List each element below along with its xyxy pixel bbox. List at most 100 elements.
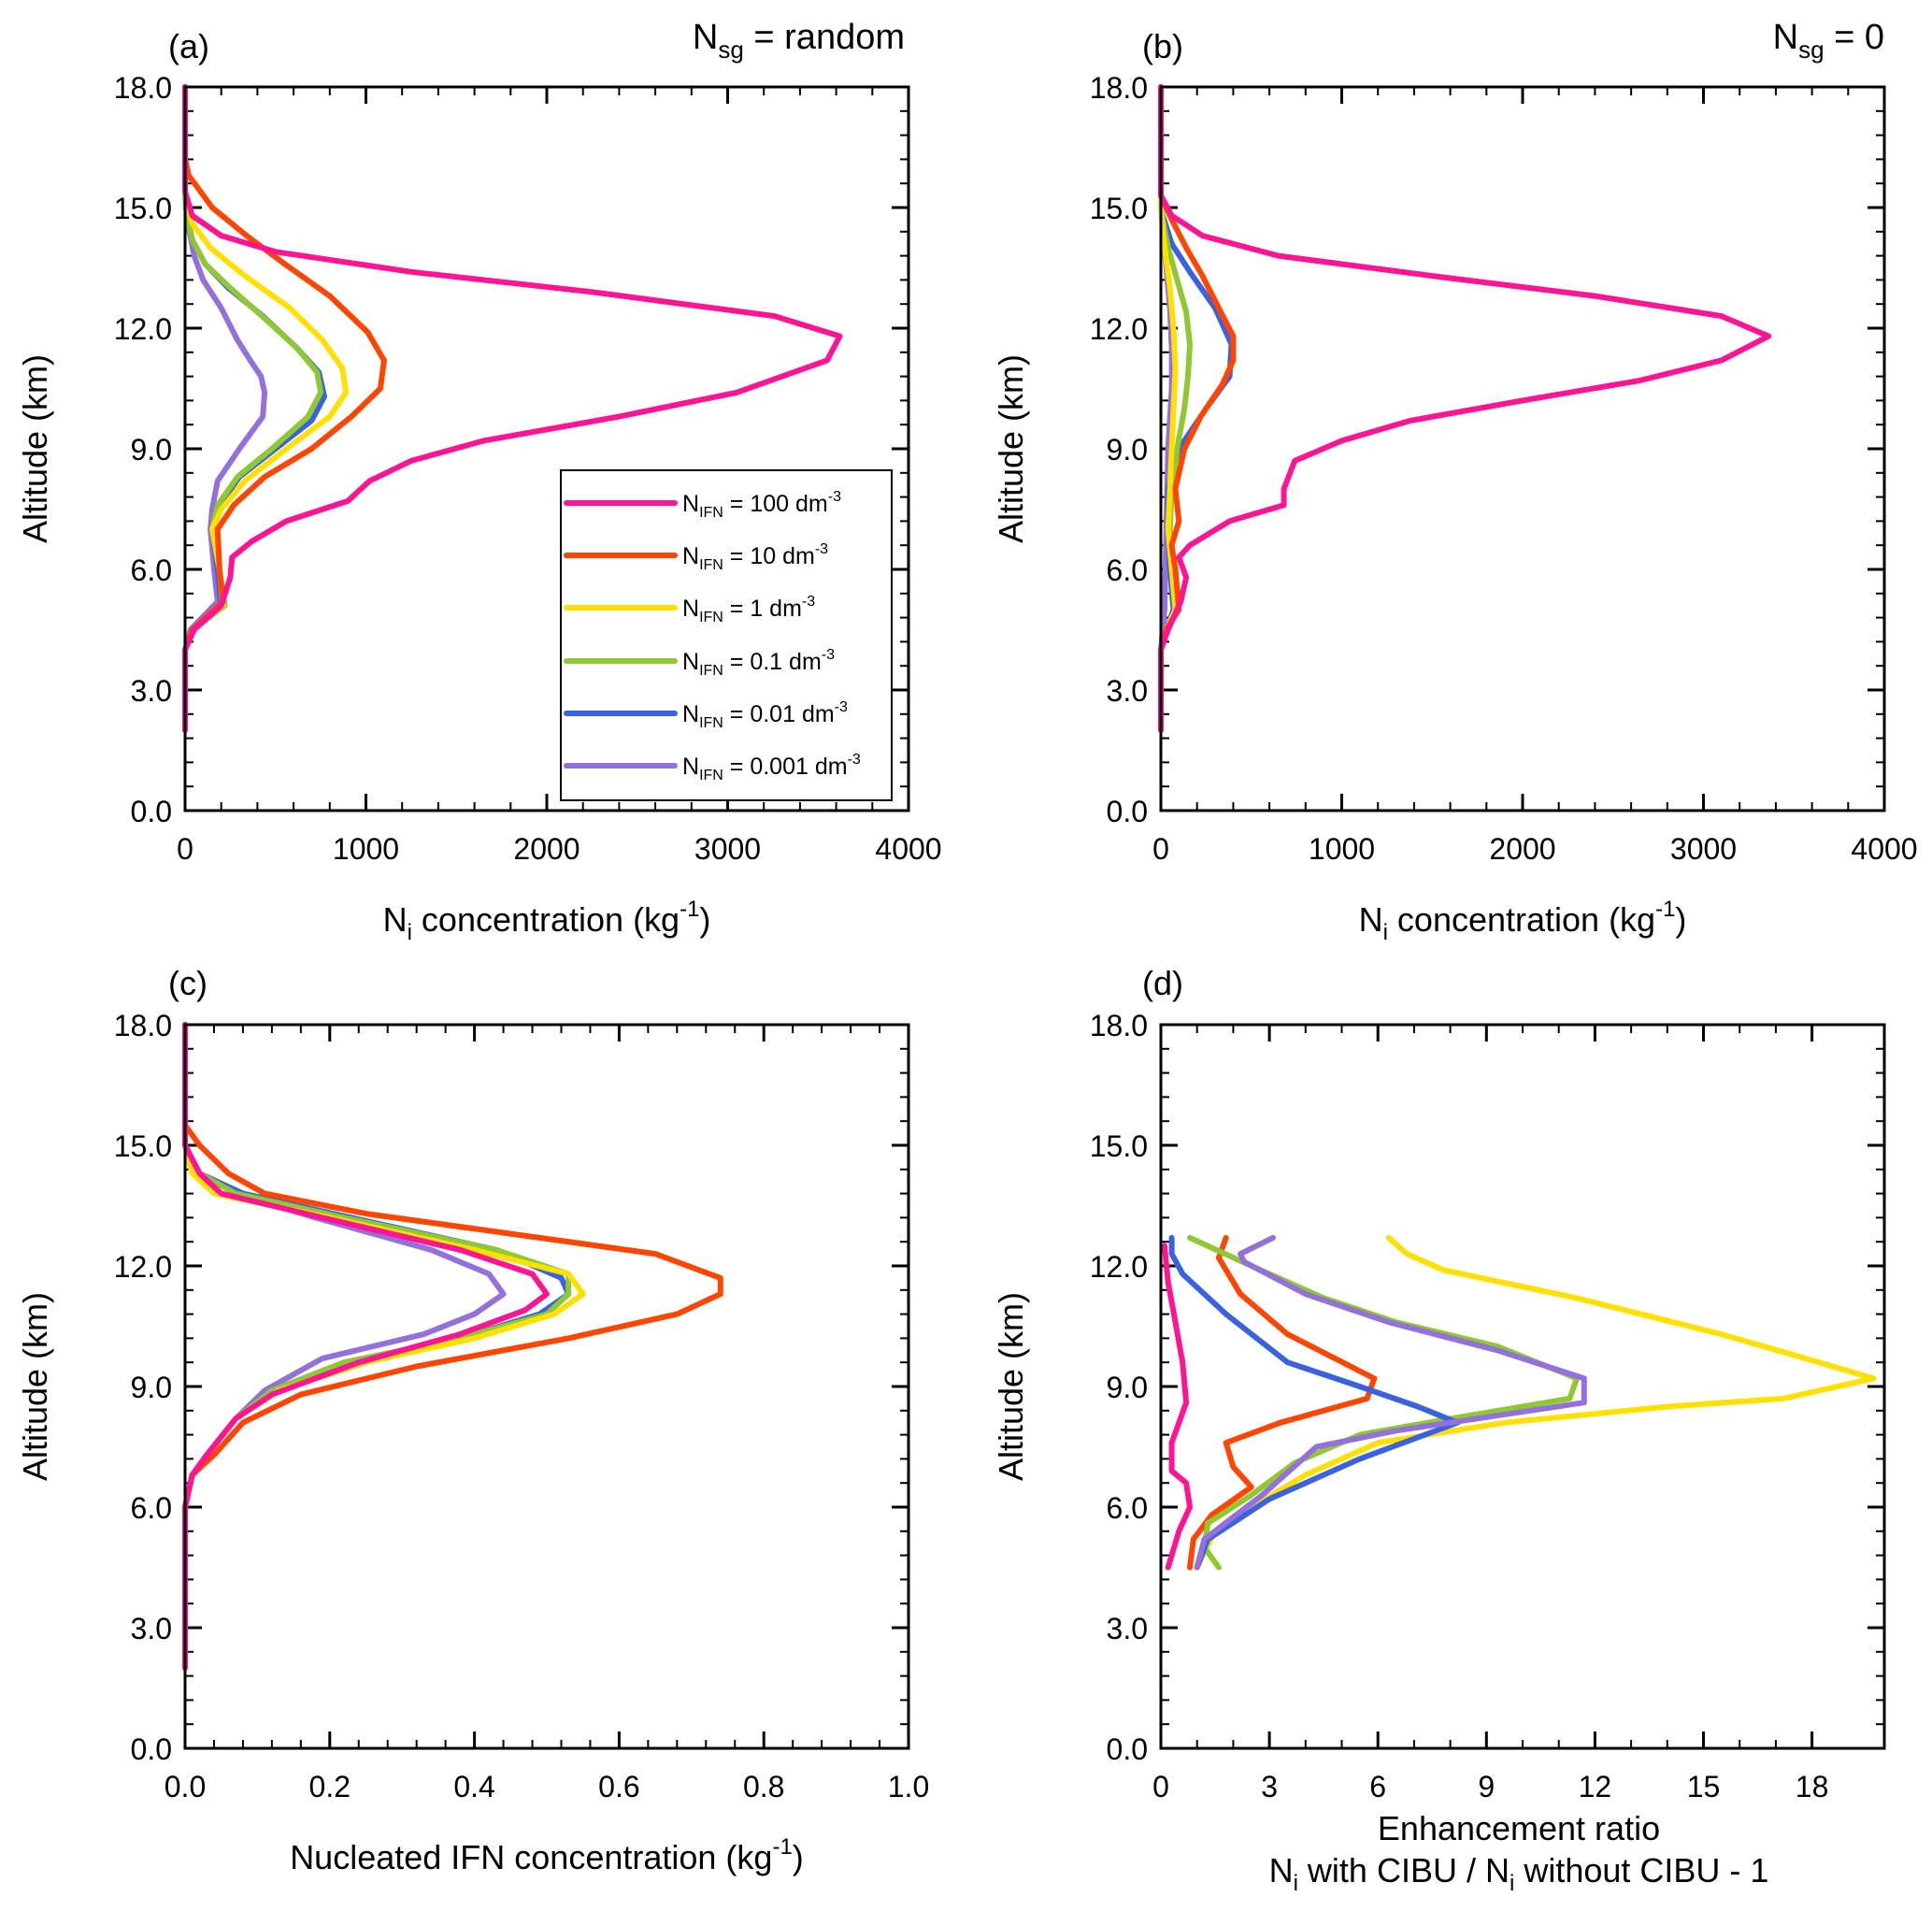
series-line-n-ifn-0.1-dm-3 (182, 84, 324, 733)
panel-d-plot-frame (1159, 1023, 1886, 1750)
x-tick-label: 0.8 (743, 1770, 784, 1803)
panel-a-y-label: Altitude (km) (16, 354, 54, 543)
x-tick-label: 4000 (875, 832, 941, 866)
panel-b-plot-frame (1159, 85, 1886, 812)
series-line-n-ifn-100-dm-3 (182, 84, 843, 733)
panel-c-label: (c) (168, 964, 208, 1002)
y-tick-label: 18.0 (114, 71, 172, 105)
legend-entry-0.01: NIFN = 0.01 dm-3 (564, 699, 848, 731)
x-tick-label: 1000 (1309, 832, 1375, 866)
panel-b: (b) Nsg = 0 0.0 3.0 6.0 9.0 12.0 15.0 18.0 0 10… (992, 18, 1918, 945)
series-line-n-ifn-10-dm-3 (1187, 1234, 1378, 1571)
x-tick-label: 0 (177, 832, 193, 866)
panel-d-y-label: Altitude (km) (992, 1292, 1030, 1481)
panel-d-x-label-line1: Enhancement ratio (1378, 1809, 1660, 1847)
series-line-n-ifn-0.001-dm-3 (1194, 1234, 1587, 1571)
y-tick-label: 3.0 (1107, 1612, 1148, 1645)
x-tick-label: 18 (1796, 1770, 1829, 1803)
y-tick-label: 6.0 (131, 553, 172, 587)
y-tick-label: 9.0 (1107, 1371, 1148, 1404)
y-tick-label: 9.0 (1107, 433, 1148, 467)
panel-c: (c) 0.03.06.09.012.015.018.0 0.0 0.2 0.4 0.… (16, 964, 929, 1876)
y-tick-label: 3.0 (1107, 674, 1148, 708)
panel-a-plot-frame (183, 85, 910, 812)
x-tick-label: 0.6 (598, 1770, 639, 1803)
y-tick-label: 6.0 (1107, 1491, 1148, 1525)
x-tick-label: 0.0 (165, 1770, 206, 1803)
panel-b-x-ticks: 0 1000 2000 3000 4000 (1152, 87, 1918, 866)
y-tick-label: 3.0 (131, 674, 172, 708)
y-tick-label: 15.0 (114, 192, 172, 225)
x-tick-label: 0.4 (453, 1770, 494, 1803)
y-tick-label: 12.0 (1090, 312, 1148, 346)
panel-b-y-label: Altitude (km) (992, 354, 1030, 543)
y-tick-label: 0.0 (1107, 1732, 1148, 1766)
series-line-n-ifn-100-dm-3 (1158, 84, 1772, 733)
panel-b-y-ticks: 0.0 3.0 6.0 9.0 12.0 15.0 18.0 (1090, 71, 1884, 828)
legend-label-0.001: NIFN = 0.001 dm-3 (682, 752, 861, 783)
y-tick-label: 15.0 (1090, 1129, 1148, 1163)
panel-b-series (1158, 84, 1772, 733)
y-tick-label: 15.0 (1090, 192, 1148, 225)
legend-entry-10: NIFN = 10 dm-3 (564, 541, 828, 573)
panel-a: (a) Nsg = random 0.0 3.0 6.0 9.0 12.0 15.0 18.… (16, 18, 942, 945)
y-tick-label: 18.0 (1090, 71, 1148, 105)
y-tick-label: 6.0 (131, 1491, 172, 1525)
x-tick-label: 6 (1369, 1770, 1386, 1803)
y-tick-label: 0.0 (1107, 795, 1148, 828)
y-tick-label: 9.0 (131, 433, 172, 467)
x-tick-label: 0 (1152, 1770, 1169, 1803)
x-tick-label: 3000 (694, 832, 761, 866)
panel-c-x-label: Nucleated IFN concentration (kg-1) (290, 1834, 804, 1876)
series-line-n-ifn-10-dm-3 (182, 1022, 723, 1671)
legend-label-10: NIFN = 10 dm-3 (682, 541, 828, 573)
x-tick-label: 1000 (333, 832, 399, 866)
x-tick-label: 3000 (1670, 832, 1737, 866)
y-tick-label: 12.0 (1090, 1250, 1148, 1284)
series-line-n-ifn-0.01-dm-3 (182, 84, 327, 733)
panel-a-x-ticks: 0 1000 2000 3000 4000 (177, 87, 942, 866)
series-line-n-ifn-0.001-dm-3 (182, 1022, 507, 1671)
panel-b-title: Nsg = 0 (1773, 18, 1884, 64)
y-tick-label: 12.0 (114, 312, 172, 346)
x-tick-label: 12 (1579, 1770, 1612, 1803)
y-tick-label: 6.0 (1107, 553, 1148, 587)
legend-label-1: NIFN = 1 dm-3 (682, 594, 815, 625)
x-tick-label: 0 (1152, 832, 1169, 866)
legend-entry-0.001: NIFN = 0.001 dm-3 (564, 752, 861, 783)
series-line-n-ifn-100-dm-3 (182, 1022, 550, 1671)
panel-c-x-ticks: 0.0 0.2 0.4 0.6 0.8 1.0 (165, 1025, 929, 1803)
x-tick-label: 2000 (513, 832, 580, 866)
panel-d-series (1161, 1234, 1877, 1571)
y-tick-label: 0.0 (131, 1732, 172, 1766)
legend-label-0.1: NIFN = 0.1 dm-3 (682, 647, 835, 679)
panel-a-label: (a) (168, 27, 209, 65)
panel-c-series (182, 1022, 723, 1671)
panel-a-title: Nsg = random (693, 18, 905, 64)
legend-entry-100: NIFN = 100 dm-3 (564, 489, 841, 521)
series-line-n-ifn-0.001-dm-3 (182, 84, 268, 733)
panel-a-legend: NIFN = 100 dm-3 NIFN = 10 dm-3 NIFN = 1 … (560, 469, 893, 801)
series-line-n-ifn-10-dm-3 (182, 84, 387, 733)
y-tick-label: 15.0 (114, 1129, 172, 1163)
x-tick-label: 2000 (1489, 832, 1555, 866)
panel-a-series (182, 84, 843, 733)
x-tick-label: 1.0 (888, 1770, 929, 1803)
y-tick-label: 9.0 (131, 1371, 172, 1404)
panel-c-y-label: Altitude (km) (16, 1292, 54, 1481)
x-tick-label: 4000 (1851, 832, 1917, 866)
y-tick-label: 12.0 (114, 1250, 172, 1284)
legend-label-100: NIFN = 100 dm-3 (682, 489, 841, 521)
panel-d-label: (d) (1142, 964, 1183, 1002)
x-tick-label: 15 (1687, 1770, 1721, 1803)
panel-d-x-ticks: 0 3 6 9 12 15 18 (1152, 1025, 1828, 1803)
y-tick-label: 0.0 (131, 795, 172, 828)
y-tick-label: 18.0 (1090, 1009, 1148, 1042)
panel-c-plot-frame (183, 1023, 910, 1750)
legend-box (560, 469, 893, 801)
panel-d-y-ticks: 0.0 3.0 6.0 9.0 12.0 15.0 18.0 (1090, 1009, 1884, 1766)
x-tick-label: 3 (1261, 1770, 1278, 1803)
y-tick-label: 3.0 (131, 1612, 172, 1645)
panel-b-label: (b) (1142, 27, 1183, 65)
